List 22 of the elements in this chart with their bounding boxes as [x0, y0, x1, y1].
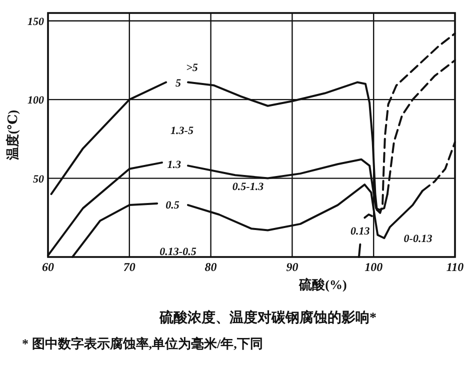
- series-label: 0.5: [166, 199, 180, 212]
- series-label: 5: [175, 77, 182, 90]
- series-label: 1.3: [167, 159, 182, 172]
- annotation: 0.5-1.3: [232, 181, 264, 193]
- x-tick-label: 80: [204, 260, 217, 274]
- series-label: 0.13: [350, 225, 370, 238]
- x-tick-label: 60: [42, 260, 54, 274]
- x-tick-label: 100: [364, 260, 383, 274]
- text: 硫酸浓度、温度对碳钢腐蚀的影响*: [158, 309, 376, 326]
- annotation: >5: [186, 62, 198, 74]
- x-axis-title: 硫酸(%): [298, 277, 347, 292]
- y-tick-label: 150: [28, 16, 44, 28]
- x-tick-label: 110: [446, 260, 464, 274]
- y-axis-title: 温度(℃): [5, 110, 20, 162]
- text: * 图中数字表示腐蚀率,单位为毫米/年,下同: [22, 336, 263, 351]
- x-tick-label: 70: [123, 260, 136, 274]
- x-tick-label: 90: [286, 260, 298, 274]
- annotation: 0-0.13: [404, 233, 433, 245]
- annotation: 1.3-5: [170, 125, 194, 137]
- y-tick-label: 100: [28, 94, 44, 107]
- annotation: 0.13-0.5: [160, 246, 197, 258]
- y-tick-label: 50: [33, 173, 44, 186]
